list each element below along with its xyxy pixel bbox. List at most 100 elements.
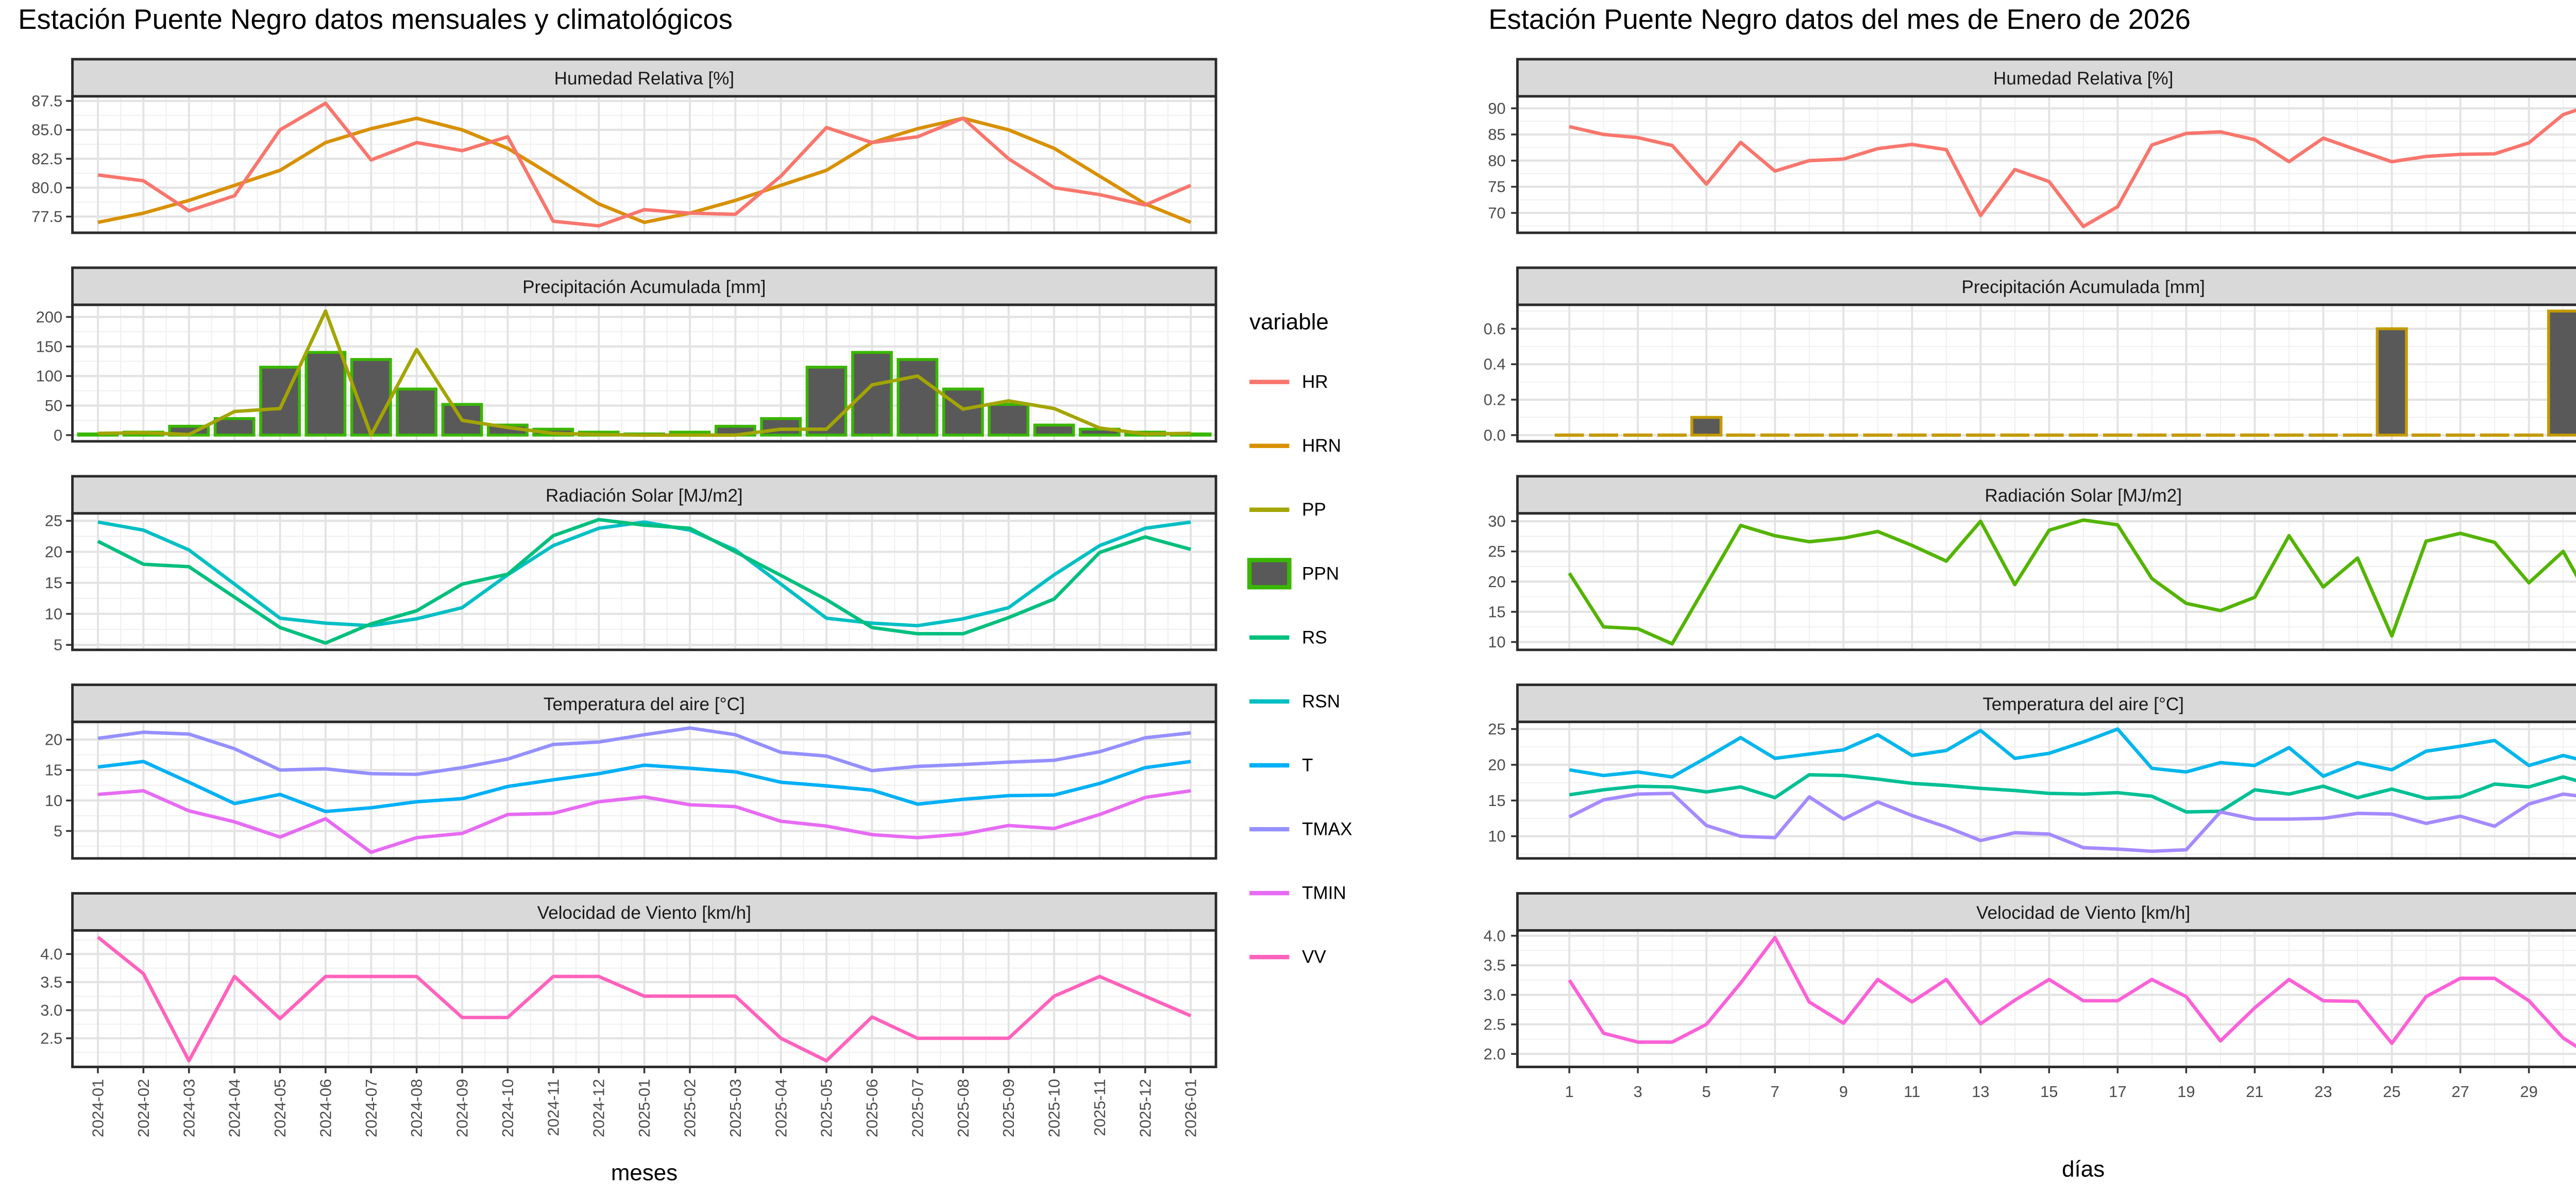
bar-zero <box>2274 433 2304 437</box>
bar-zero <box>2103 433 2132 437</box>
bar <box>304 351 347 437</box>
x-axis-title: días <box>2062 1157 2105 1182</box>
x-tick-label: 2024-06 <box>316 1079 334 1137</box>
y-tick-label: 4.0 <box>1484 927 1506 945</box>
x-tick-label: 13 <box>1972 1083 1989 1101</box>
panel-background <box>1517 930 2576 1067</box>
x-tick-label: 2024-02 <box>134 1079 152 1137</box>
bar-zero <box>1657 433 1687 437</box>
y-tick-label: 25 <box>1488 542 1505 560</box>
legend-item-RS: RS <box>1249 627 1327 647</box>
x-axis-title: meses <box>611 1160 677 1186</box>
x-tick-label: 21 <box>2246 1083 2263 1101</box>
legend-item-label: VV <box>1302 947 1326 967</box>
legend-item-VV: VV <box>1249 947 1326 967</box>
series-PP <box>97 309 1191 437</box>
bar <box>1033 423 1075 437</box>
facet-strip-label: Precipitación Acumulada [mm] <box>1961 277 2205 297</box>
x-tick-label: 2025-06 <box>863 1079 881 1137</box>
y-tick-label: 100 <box>36 367 63 385</box>
x-tick-label: 2024-03 <box>180 1079 198 1137</box>
bar <box>396 387 438 437</box>
bar <box>1690 416 1723 437</box>
x-tick-label: 2024-01 <box>89 1079 107 1137</box>
facet-strip-label: Humedad Relativa [%] <box>1993 68 2173 89</box>
y-tick-label: 0 <box>54 426 62 444</box>
figure-monthly-title: Estación Puente Negro datos mensuales y … <box>18 5 733 37</box>
x-tick-label: 2025-02 <box>681 1079 699 1137</box>
y-tick-label: 15 <box>45 761 62 779</box>
facet-panel-4: Velocidad de Viento [km/h] 2.5 3.0 3.5 4.0 <box>40 892 1217 1069</box>
legend-item-label: PPN <box>1302 563 1339 584</box>
series-RS <box>1568 518 2576 646</box>
figure-daily-canvas: Humedad Relativa [%]7075808590Precipitac… <box>1484 58 2576 1182</box>
y-tick-label: 75 <box>1488 178 1505 196</box>
bar-zero <box>2514 433 2544 437</box>
bar-zero <box>1965 433 1995 437</box>
y-tick-label: 10 <box>45 792 62 810</box>
legend-item-TMAX: TMAX <box>1249 819 1352 840</box>
facet-strip-label: Precipitación Acumulada [mm] <box>522 277 766 297</box>
legend-item-HR: HR <box>1249 372 1328 392</box>
y-tick-label: 3.5 <box>40 973 62 991</box>
facet-strip <box>1516 58 2576 98</box>
x-tick-label: 2025-03 <box>726 1079 744 1137</box>
bar <box>851 351 893 437</box>
x-tick-label: 2024-04 <box>226 1079 244 1137</box>
bar-zero <box>1623 433 1653 437</box>
facet-panel-4: Velocidad de Viento [km/h] 2.0 2.5 3.0 3.5 4.… <box>1484 892 2576 1069</box>
bar-zero <box>1760 433 1790 437</box>
x-tick-label: 2024-08 <box>408 1079 426 1137</box>
x-tick-label: 11 <box>1904 1083 1920 1101</box>
x-tick-label: 2025-07 <box>908 1079 926 1137</box>
series-TMIN <box>1568 792 2576 853</box>
y-tick-label: 0.4 <box>1484 355 1506 373</box>
bar-zero <box>2446 433 2475 437</box>
facet-panel-2: Radiación Solar [MJ/m2] 10 15 20 25 30 <box>1488 475 2576 652</box>
panel-border <box>1516 303 2576 443</box>
legend-item-label: RSN <box>1302 691 1340 711</box>
facet-strip-label: Radiación Solar [MJ/m2] <box>1985 486 2182 506</box>
series-PP <box>1554 310 2576 437</box>
y-tick-label: 85.0 <box>31 121 62 139</box>
legend-item-label: HRN <box>1302 436 1341 456</box>
y-tick-label: 25 <box>45 512 62 530</box>
facet-strip <box>71 266 1217 306</box>
figure-daily-title: Estación Puente Negro datos del mes de E… <box>1488 5 2191 37</box>
bar-zero <box>1828 433 1858 437</box>
x-tick-label: 2024-07 <box>362 1079 380 1137</box>
x-tick-label: 2024-05 <box>271 1079 289 1137</box>
x-tick-label: 3 <box>1633 1083 1642 1101</box>
figure-daily: Estación Puente Negro datos del mes de E… <box>1481 0 2576 1198</box>
facet-strip <box>1516 266 2576 306</box>
bar-zero <box>1863 433 1893 437</box>
x-tick-label: 15 <box>2040 1083 2058 1101</box>
x-tick-label: 2024-09 <box>453 1079 471 1137</box>
x-tick-label: 2025-04 <box>772 1079 790 1137</box>
y-tick-label: 90 <box>1488 99 1505 117</box>
y-tick-label: 10 <box>1488 633 1505 651</box>
y-tick-label: 2.0 <box>1484 1045 1506 1063</box>
x-tick-label: 2025-08 <box>954 1079 972 1137</box>
x-tick-label: 1 <box>1565 1083 1573 1101</box>
x-tick-label: 19 <box>2177 1083 2195 1101</box>
y-tick-label: 25 <box>1488 720 1505 738</box>
series-HR <box>1569 108 2576 229</box>
panel-background <box>1517 722 2576 859</box>
facet-panel-1: Precipitación Acumulada [mm] 0.0 0.2 0.4 0.6 <box>1484 266 2576 444</box>
x-tick-label: 2025-11 <box>1091 1079 1109 1136</box>
bar-zero <box>2411 433 2441 437</box>
bar-zero <box>1554 433 1584 437</box>
bar-zero <box>2480 433 2510 437</box>
legend-item-PPN: PPN <box>1247 558 1339 590</box>
facet-panel-1: Precipitación Acumulada [mm] 0 50 100 150 200 <box>36 266 1217 444</box>
bar <box>896 358 939 437</box>
y-tick-label: 3.5 <box>1484 956 1506 974</box>
x-axis: 135791113151719212325272931 <box>1565 1067 2538 1101</box>
bar-zero <box>2206 433 2235 437</box>
y-tick-label: 15 <box>1488 603 1505 621</box>
x-tick-label: 2025-10 <box>1045 1079 1063 1137</box>
series-VV <box>1568 935 2576 1049</box>
x-axis: 2024-01 2024-02 2024-03 2024-04 2024-05 2024-… <box>89 1067 1200 1137</box>
